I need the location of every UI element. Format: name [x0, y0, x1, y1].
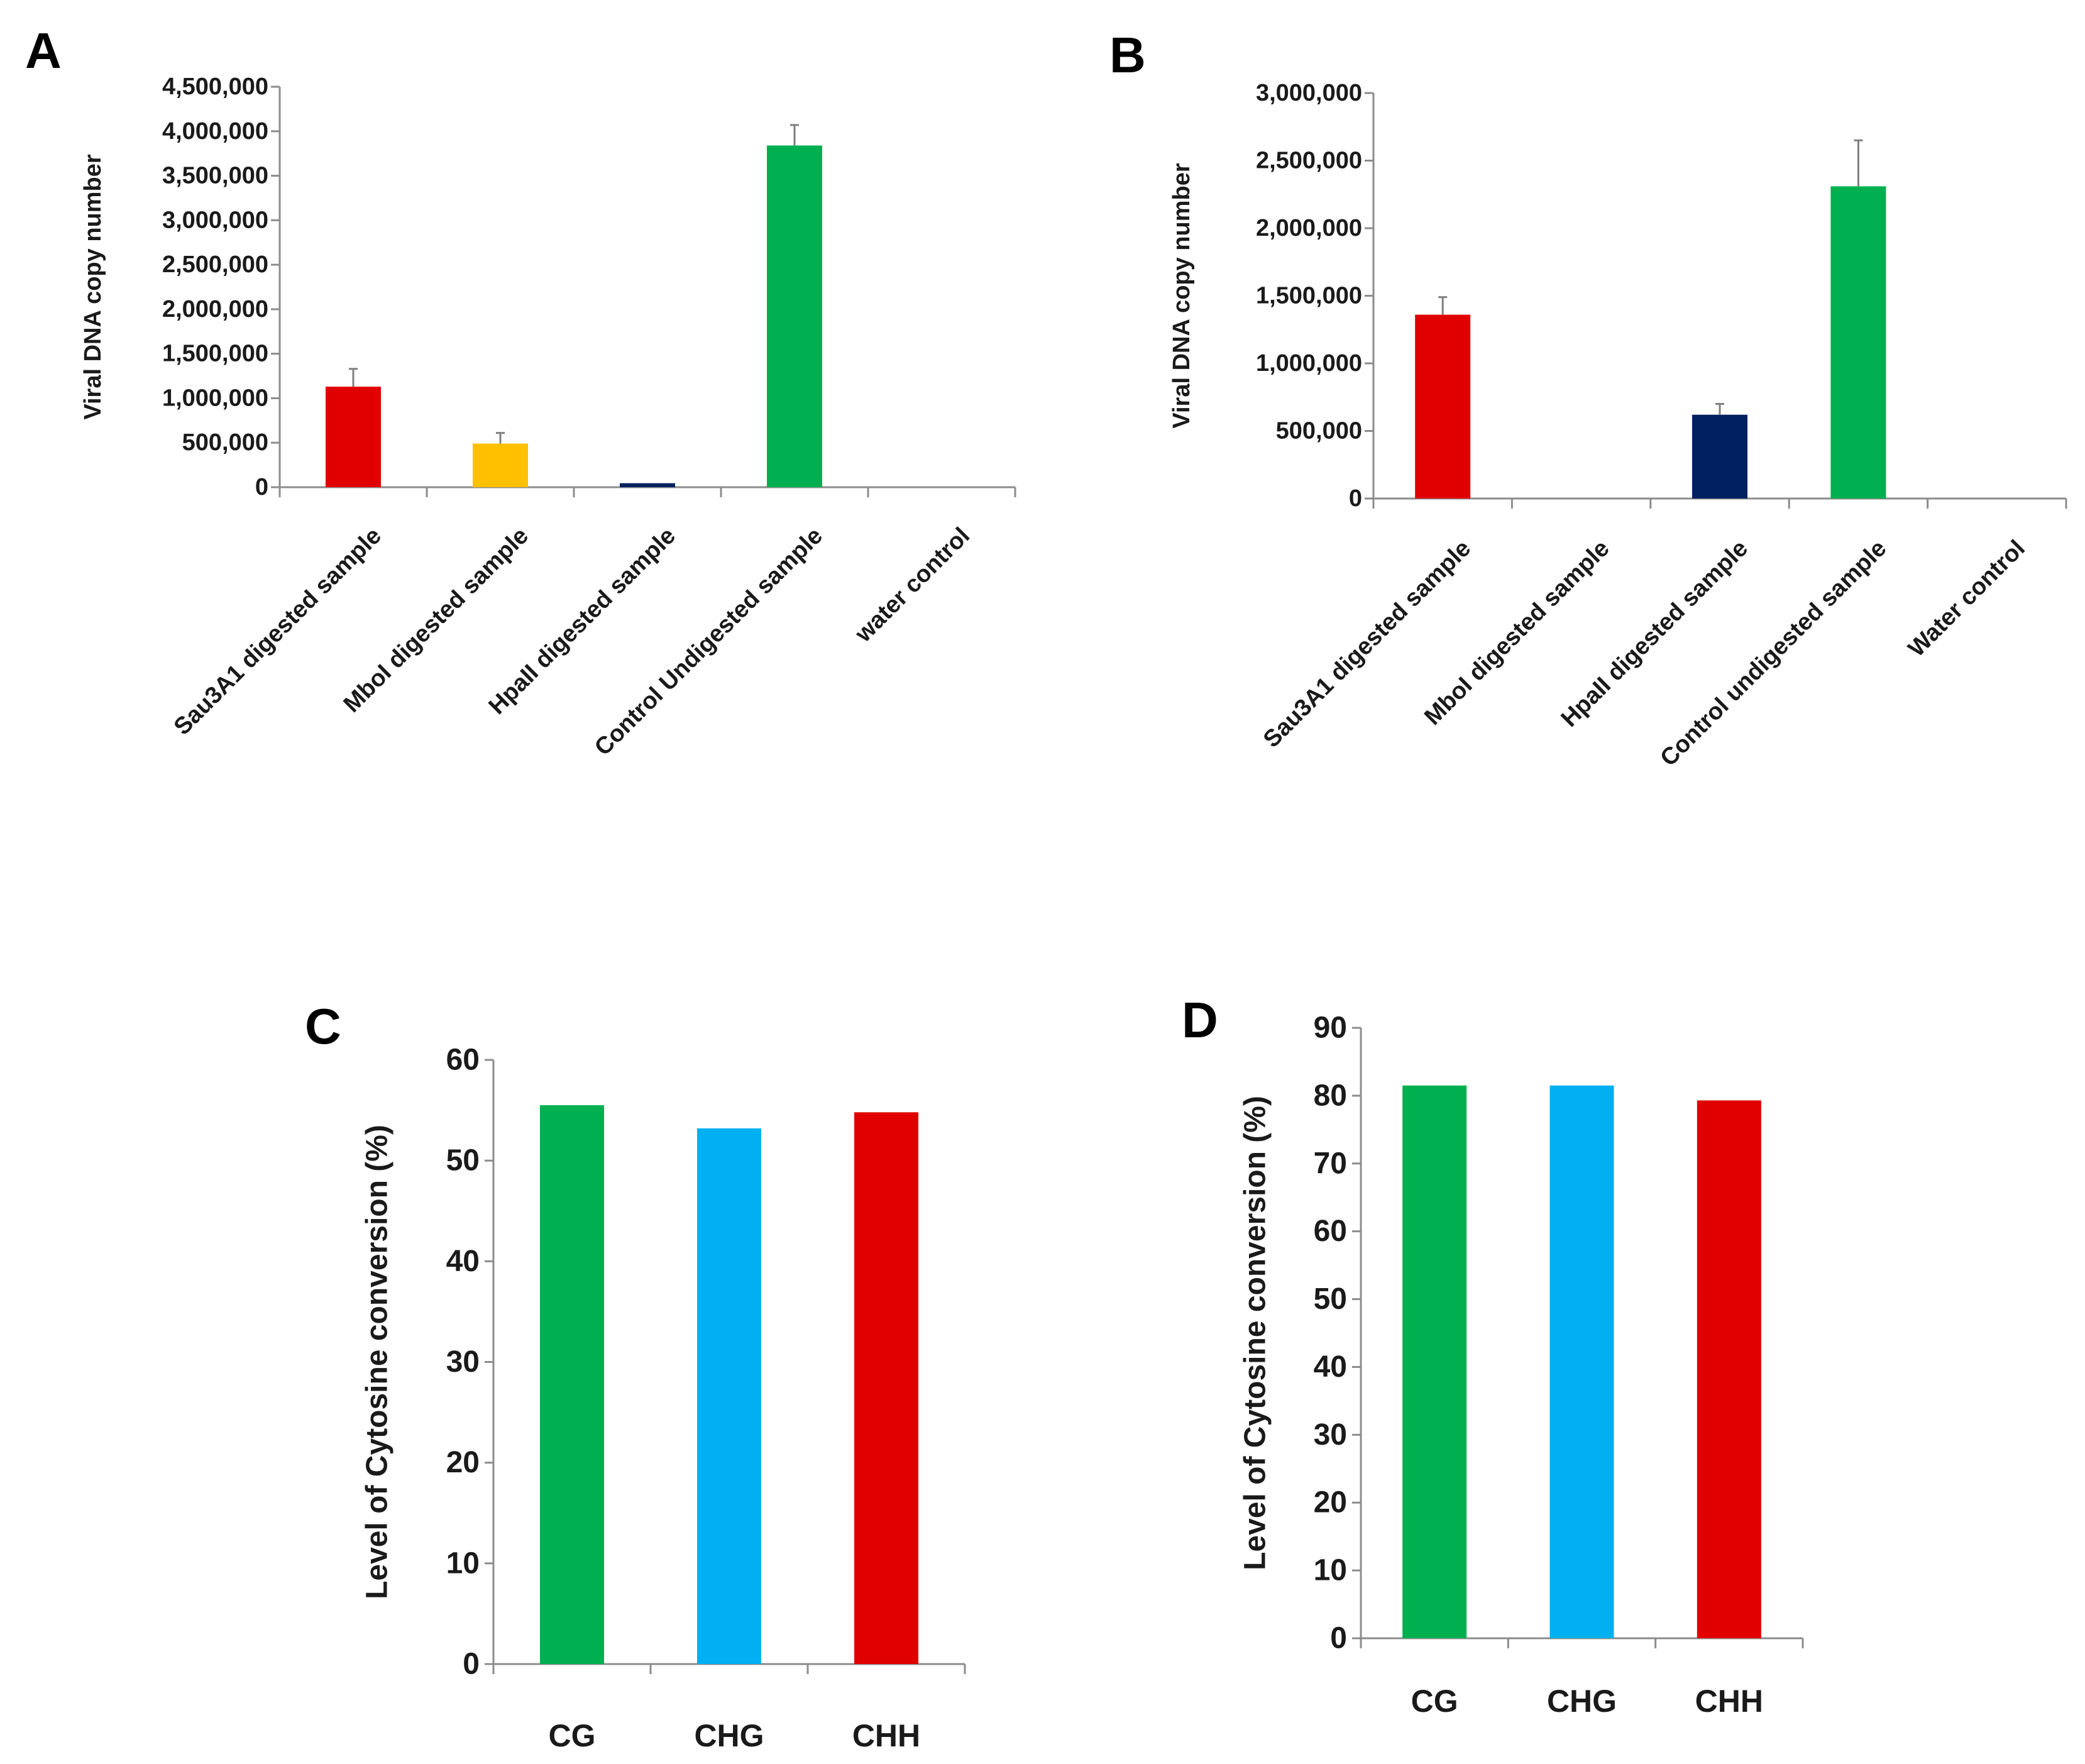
x-category-label: water control — [850, 522, 975, 648]
panel-letter: C — [305, 998, 341, 1054]
y-tick-label: 0 — [463, 1648, 480, 1681]
y-tick-label: 500,000 — [1276, 418, 1362, 444]
y-tick-label: 2,500,000 — [162, 251, 268, 278]
y-tick-label: 0 — [1349, 485, 1362, 512]
y-tick-label: 30 — [1314, 1418, 1347, 1452]
y-tick-label: 0 — [255, 474, 268, 500]
chart-panel-d: D 0 10 20 30 40 50 60 70 80 90 Level of Cytosine co… — [1182, 992, 1804, 1719]
y-tick-label: 70 — [1314, 1147, 1347, 1180]
y-tick-label: 40 — [446, 1245, 480, 1278]
panel-letter: B — [1109, 27, 1146, 83]
y-tick-label: 10 — [446, 1546, 480, 1580]
x-category-label: CHH — [1695, 1684, 1763, 1719]
y-tick-label: 2,000,000 — [1256, 215, 1362, 241]
y-tick-label: 500,000 — [182, 429, 268, 456]
x-category-label: CHG — [694, 1718, 764, 1753]
y-tick-label: 80 — [1314, 1079, 1347, 1112]
x-category-label: CG — [1411, 1684, 1458, 1719]
y-tick-label: 1,500,000 — [1256, 283, 1362, 309]
bar — [1402, 1085, 1467, 1638]
y-tick-label: 3,000,000 — [1256, 80, 1362, 106]
bar — [1697, 1100, 1761, 1638]
panel-letter: A — [25, 23, 62, 79]
y-tick-label: 3,000,000 — [162, 207, 268, 233]
y-tick-label: 1,500,000 — [162, 341, 268, 367]
y-tick-label: 0 — [1330, 1622, 1347, 1655]
y-tick-label: 40 — [1314, 1350, 1347, 1384]
y-tick-label: 50 — [446, 1144, 480, 1177]
y-tick-label: 10 — [1314, 1554, 1347, 1587]
x-category-label: CG — [549, 1718, 596, 1753]
bar — [1692, 414, 1747, 499]
x-category-label: Control undigested sample — [1655, 535, 1891, 771]
panel-letter: D — [1182, 992, 1218, 1048]
y-tick-label: 2,000,000 — [162, 296, 268, 322]
y-axis-title: Viral DNA copy number — [80, 154, 106, 420]
bar — [854, 1112, 918, 1664]
y-tick-label: 60 — [446, 1044, 480, 1077]
y-tick-label: 2,500,000 — [1256, 148, 1362, 174]
y-axis-title: Level of Cytosine conversion (%) — [1239, 1096, 1272, 1570]
y-tick-label: 60 — [1314, 1215, 1347, 1248]
x-category-label: Water control — [1903, 535, 2030, 662]
y-tick-label: 4,000,000 — [162, 118, 268, 145]
x-category-label: CHH — [852, 1718, 920, 1753]
y-tick-label: 4,500,000 — [162, 74, 268, 100]
bar — [326, 387, 381, 487]
y-tick-label: 50 — [1314, 1282, 1347, 1316]
bar — [1830, 186, 1886, 499]
y-tick-label: 30 — [446, 1345, 480, 1379]
bar — [620, 483, 675, 487]
bar — [767, 145, 822, 488]
y-axis-title: Level of Cytosine conversion (%) — [361, 1125, 394, 1599]
bar — [473, 443, 528, 487]
chart-panel-c: C 0 10 20 30 40 50 60 Level of Cytosine conversi… — [305, 998, 966, 1753]
bar — [697, 1128, 761, 1664]
y-tick-label: 90 — [1314, 1012, 1347, 1045]
chart-panel-b: B 0 500,000 1,000,000 1,500,000 2,000,000 2,50… — [1109, 27, 2067, 771]
x-category-label: CHG — [1547, 1684, 1617, 1719]
bar — [540, 1105, 604, 1664]
bar — [1549, 1085, 1614, 1638]
y-tick-label: 3,500,000 — [162, 163, 268, 189]
x-category-label: Control Undigested sample — [590, 522, 828, 761]
bar — [1415, 314, 1471, 499]
y-axis-title: Viral DNA copy number — [1169, 163, 1195, 429]
y-tick-label: 20 — [446, 1446, 480, 1479]
y-tick-label: 20 — [1314, 1486, 1347, 1519]
y-tick-label: 1,000,000 — [162, 385, 268, 411]
y-tick-label: 1,000,000 — [1256, 350, 1362, 377]
chart-panel-a: A 0 500,000 1,000,000 1,500,000 2,000,000 2,50… — [25, 23, 1016, 761]
